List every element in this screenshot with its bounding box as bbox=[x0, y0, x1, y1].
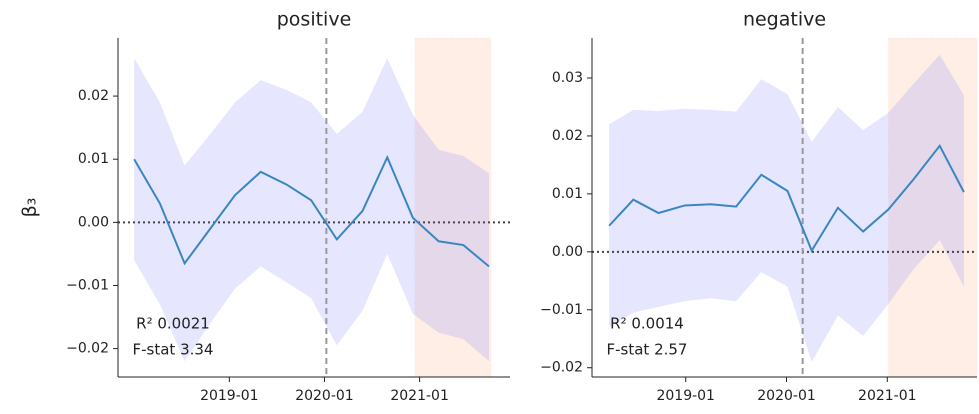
x-tick-label: 2021-01 bbox=[858, 388, 917, 404]
y-tick-label: −0.01 bbox=[66, 277, 109, 293]
y-tick-label: 0.02 bbox=[552, 128, 583, 144]
x-tick-label: 2019-01 bbox=[200, 388, 259, 404]
annotation: R² 0.0021 bbox=[136, 315, 210, 333]
annotation: F-stat 2.57 bbox=[607, 341, 688, 359]
x-tick-label: 2019-01 bbox=[656, 388, 715, 404]
y-tick-label: −0.02 bbox=[540, 360, 583, 376]
y-tick-label: 0.01 bbox=[78, 151, 109, 167]
y-tick-label: 0.00 bbox=[78, 214, 109, 230]
y-tick-label: 0.03 bbox=[552, 70, 583, 86]
y-axis-label: β₃ bbox=[19, 198, 41, 218]
y-tick-label: 0.00 bbox=[552, 244, 583, 260]
data-line bbox=[608, 143, 965, 253]
chart-title: negative bbox=[743, 9, 826, 31]
y-tick-label: 0.02 bbox=[78, 88, 109, 104]
x-tick-label: 2021-01 bbox=[390, 388, 449, 404]
x-tick-label: 2020-01 bbox=[295, 388, 354, 404]
shade-region bbox=[414, 37, 492, 378]
data-line bbox=[133, 154, 490, 268]
annotation: R² 0.0014 bbox=[610, 315, 684, 333]
chart-title: positive bbox=[277, 9, 352, 31]
x-tick-label: 2020-01 bbox=[757, 388, 816, 404]
confidence-band bbox=[609, 54, 964, 362]
y-tick-label: −0.02 bbox=[66, 341, 109, 357]
y-tick-label: −0.01 bbox=[540, 302, 583, 318]
shade-region bbox=[887, 37, 978, 378]
annotation: F-stat 3.34 bbox=[133, 341, 214, 359]
y-tick-label: 0.01 bbox=[552, 186, 583, 202]
confidence-band bbox=[134, 58, 490, 362]
